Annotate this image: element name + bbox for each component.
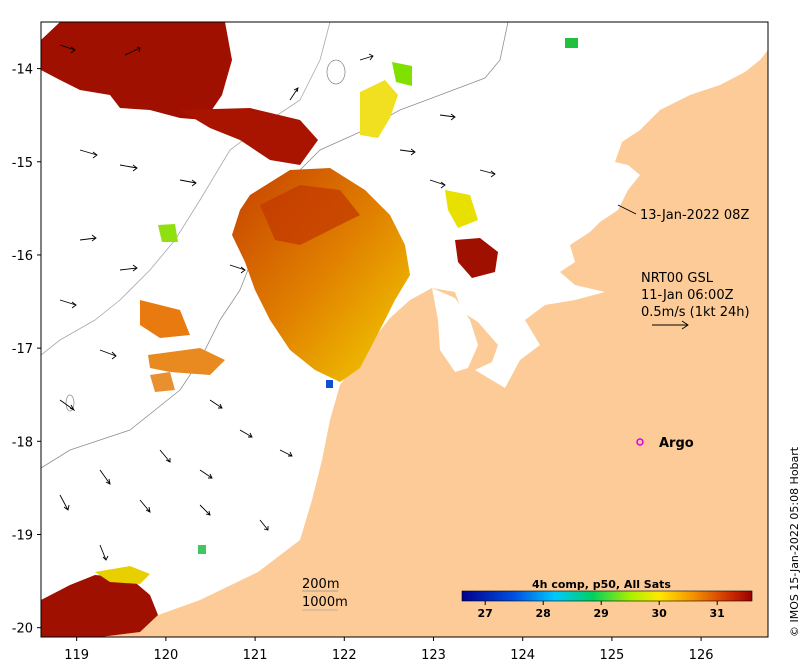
sst-patch-yellow-north xyxy=(360,80,398,138)
current-scale: 0.5m/s (1kt 24h) xyxy=(641,305,750,320)
sst-patch-small-orange xyxy=(140,300,190,338)
colorbar-tick-label: 27 xyxy=(478,607,493,620)
sst-patch-green-dot xyxy=(565,38,578,48)
argo-label: Argo xyxy=(659,436,694,451)
lat-tick-label: -17 xyxy=(12,342,33,357)
plot-frame xyxy=(40,21,769,638)
lon-tick-label: 121 xyxy=(243,648,268,663)
sst-patch-north-strip xyxy=(180,108,318,165)
lon-tick-label: 120 xyxy=(153,648,178,663)
reef-outline-2 xyxy=(65,394,75,412)
colorbar-tick-label: 28 xyxy=(536,607,551,620)
current-time: 11-Jan 06:00Z xyxy=(641,288,734,303)
sst-patch-east xyxy=(455,238,498,278)
contour-1000m xyxy=(41,22,331,356)
lon-tick-label: 119 xyxy=(64,648,89,663)
current-source: NRT00 GSL xyxy=(641,271,714,286)
reef-outline xyxy=(326,59,346,85)
sst-patch-small-orange-2 xyxy=(148,348,225,375)
lat-tick-label: -19 xyxy=(12,529,33,544)
sst-patch-south-west xyxy=(41,575,158,637)
credit-text: © IMOS 15-Jan-2022 05:08 Hobart xyxy=(788,446,801,637)
bay-king-sound xyxy=(432,288,478,372)
colorbar-tick-label: 30 xyxy=(652,607,668,620)
colorbar-title: 4h comp, p50, All Sats xyxy=(532,578,671,591)
colorbar-tick-label: 29 xyxy=(594,607,609,620)
sst-patch-yellow-east xyxy=(445,190,478,228)
argo-float-marker xyxy=(636,438,644,446)
sst-patch-main-hot xyxy=(260,185,360,245)
sst-patch-blue-dot xyxy=(326,380,333,388)
colorbar-ramp xyxy=(461,590,753,602)
timestamp-pointer xyxy=(617,204,637,215)
depth-1000-label: 1000m xyxy=(302,595,348,610)
current-vectors xyxy=(59,44,496,561)
sst-data xyxy=(41,22,578,637)
land-australia xyxy=(78,22,768,637)
lon-tick-label: 126 xyxy=(689,648,714,663)
lon-tick-label: 124 xyxy=(510,648,535,663)
colorbar-tick-label: 31 xyxy=(710,607,725,620)
lon-tick-label: 125 xyxy=(599,648,624,663)
sst-patch-small-orange-3 xyxy=(150,372,175,392)
lat-tick-label: -15 xyxy=(12,156,33,171)
lat-tick-label: -16 xyxy=(12,249,33,264)
lat-tick-label: -20 xyxy=(12,622,33,637)
depth-200-label: 200m xyxy=(302,577,339,592)
sst-patch-south-west-yellow xyxy=(95,566,150,584)
colorbar: 4h comp, p50, All Sats 27 28 29 30 31 xyxy=(456,578,761,622)
current-scale-arrow xyxy=(652,320,689,330)
sst-patch-northwest xyxy=(41,22,232,120)
latitude-axis: -14 -15 -16 -17 -18 -19 -20 xyxy=(12,63,41,637)
lat-tick-label: -14 xyxy=(12,63,33,78)
sst-patch-green-north xyxy=(392,62,412,86)
longitude-axis: 119 120 121 122 123 124 125 126 xyxy=(64,637,714,663)
sst-patch-green-west xyxy=(158,224,178,242)
satellite-timestamp: 13-Jan-2022 08Z xyxy=(640,208,749,223)
sst-patch-green-south xyxy=(198,545,206,554)
lon-tick-label: 122 xyxy=(332,648,357,663)
lat-tick-label: -18 xyxy=(12,435,33,450)
lon-tick-label: 123 xyxy=(421,648,446,663)
